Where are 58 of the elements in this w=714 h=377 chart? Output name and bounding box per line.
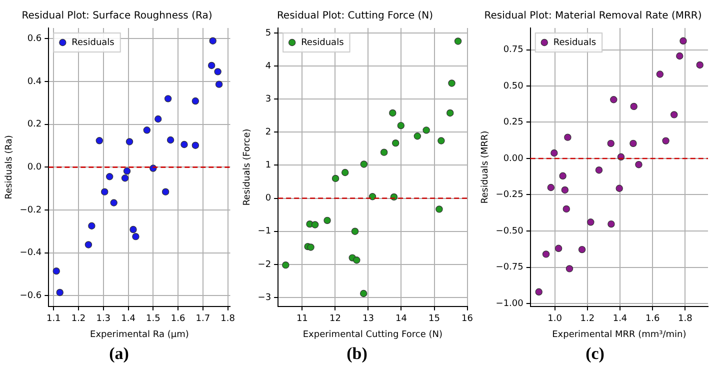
legend-label: Residuals xyxy=(553,38,596,48)
x-tick-label: 1.1 xyxy=(46,314,61,324)
x-tick-label: 1.2 xyxy=(580,314,595,324)
y-tick-label: 0.6 xyxy=(27,34,42,44)
x-tick-label: 16 xyxy=(462,314,474,324)
x-tick-label: 1.8 xyxy=(220,314,236,324)
y-tick-label: 2 xyxy=(265,127,272,138)
y-tick-label: 1 xyxy=(265,160,272,171)
y-tick-label: −1 xyxy=(258,226,272,237)
y-tick-label: −0.4 xyxy=(20,248,42,258)
x-axis-title: Experimental Cutting Force (N) xyxy=(302,330,443,340)
y-tick-label: −1.00 xyxy=(496,298,524,309)
y-tick-label: 0.75 xyxy=(503,45,524,56)
x-tick-label: 11 xyxy=(296,314,308,324)
y-tick-label: 0.00 xyxy=(503,154,524,164)
text: (c) xyxy=(584,344,606,364)
chart-title: Residual Plot: Surface Roughness (Ra) xyxy=(22,10,212,22)
x-tick-label: 1.2 xyxy=(71,314,86,324)
legend-label: Residuals xyxy=(72,38,115,48)
text: (b) xyxy=(346,344,368,364)
y-tick-label: −0.2 xyxy=(20,205,42,216)
y-tick-label: 0 xyxy=(265,194,272,204)
y-tick-label: −0.6 xyxy=(20,291,42,302)
x-axis-title: Experimental MRR (mm³/min) xyxy=(552,330,686,340)
chart-title: Residual Plot: Material Removal Rate (MRR) xyxy=(484,10,702,22)
y-tick-label: 0.2 xyxy=(27,120,42,130)
y-axis-title: Residuals (MRR) xyxy=(480,130,491,204)
chart-title: Residual Plot: Cutting Force (N) xyxy=(276,10,434,22)
y-axis-title: Residuals (Ra) xyxy=(4,135,15,200)
x-tick-label: 15 xyxy=(428,314,440,324)
x-tick-label: 1.3 xyxy=(96,314,111,324)
y-tick-label: −0.50 xyxy=(496,226,524,236)
y-axis-title: Residuals (Force) xyxy=(242,128,253,206)
y-tick-label: −3 xyxy=(258,292,272,303)
y-tick-label: −2 xyxy=(258,260,272,270)
x-tick-label: 1.4 xyxy=(612,314,628,324)
y-tick-label: −0.25 xyxy=(496,190,524,200)
x-tick-label: 1.6 xyxy=(645,314,660,324)
x-tick-label: 13 xyxy=(362,314,374,324)
text: (a) xyxy=(108,344,130,364)
y-tick-label: 0.4 xyxy=(27,76,42,87)
y-tick-label: 0.0 xyxy=(27,162,42,173)
y-tick-label: −0.75 xyxy=(496,262,524,273)
x-axis-title: Experimental Ra (μm) xyxy=(90,330,189,340)
x-tick-label: 14 xyxy=(396,314,408,324)
y-tick-label: 0.50 xyxy=(503,81,524,92)
x-tick-label: 1.8 xyxy=(678,314,693,324)
x-tick-label: 1.6 xyxy=(170,314,186,324)
x-tick-label: 1.7 xyxy=(196,314,210,324)
y-tick-label: 5 xyxy=(265,28,272,38)
y-tick-label: 3 xyxy=(265,94,272,104)
x-tick-label: 1.0 xyxy=(548,314,562,324)
x-tick-label: 12 xyxy=(329,314,341,324)
y-tick-label: 4 xyxy=(265,61,272,72)
legend-label: Residuals xyxy=(301,38,344,48)
x-tick-label: 1.5 xyxy=(146,314,160,324)
y-tick-label: 0.25 xyxy=(503,118,524,128)
x-tick-label: 1.4 xyxy=(121,314,136,324)
